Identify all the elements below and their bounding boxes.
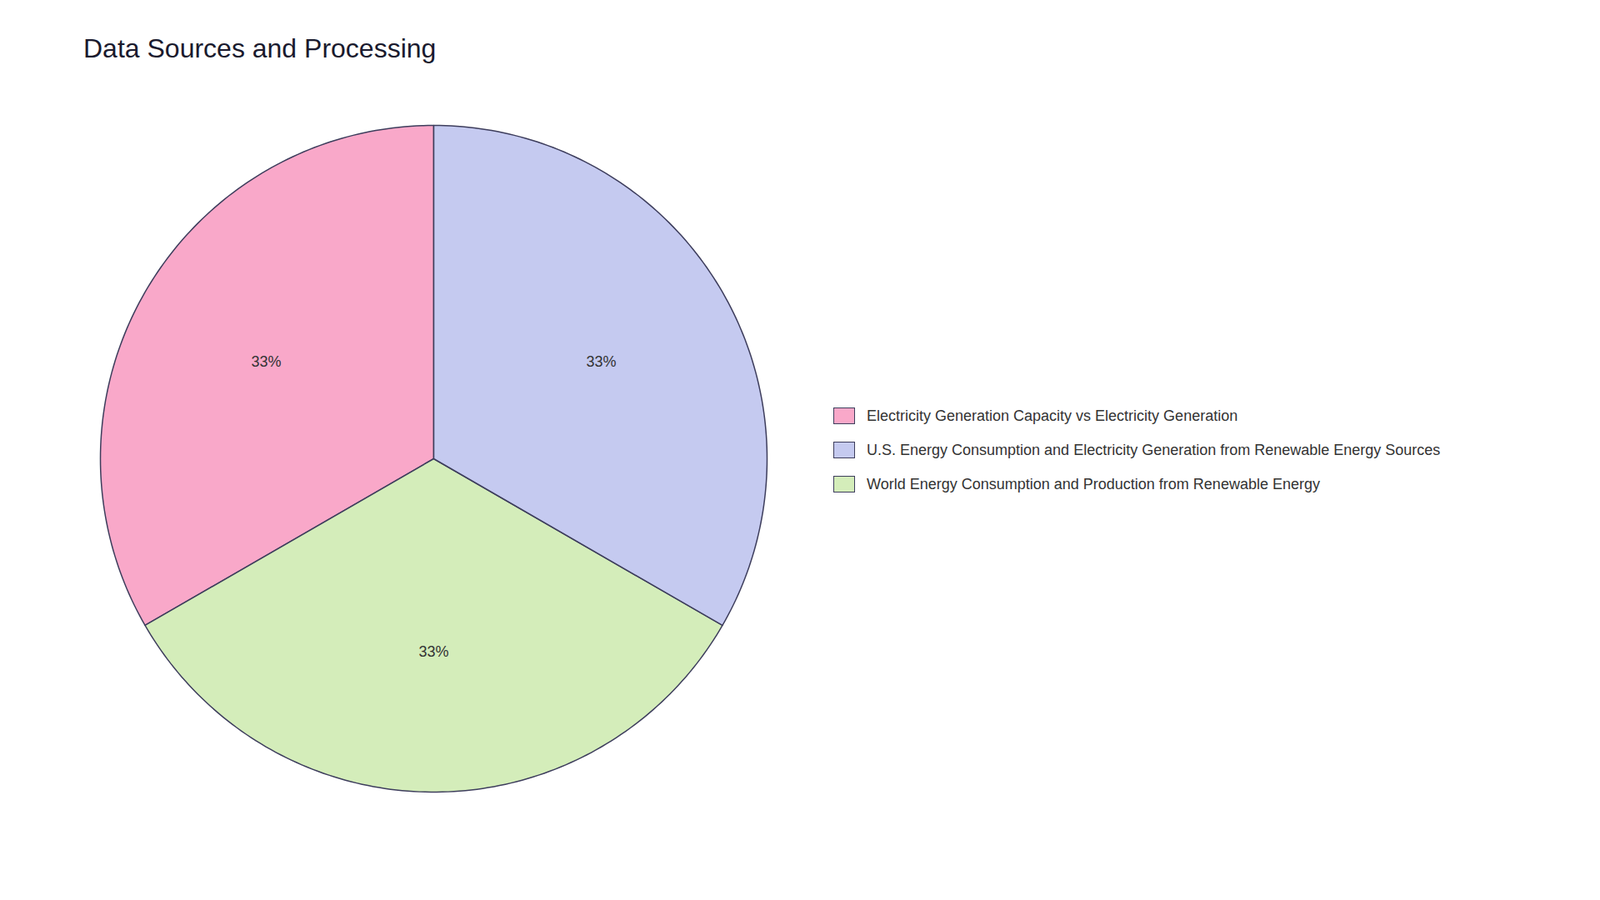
svg-text:33%: 33% bbox=[251, 353, 282, 370]
svg-text:33%: 33% bbox=[418, 643, 449, 660]
html-text:Data Sources and Processing: Data Sources and Processing bbox=[83, 33, 437, 64]
html-text:U.S. Energy Consumption and El: U.S. Energy Consumption and Electricity … bbox=[866, 441, 1441, 458]
html-text:Electricity Generation Capacit: Electricity Generation Capacity vs Elect… bbox=[866, 407, 1238, 424]
html-text:World Energy Consumption and P: World Energy Consumption and Production … bbox=[866, 475, 1320, 493]
svg-text:33%: 33% bbox=[585, 353, 616, 370]
